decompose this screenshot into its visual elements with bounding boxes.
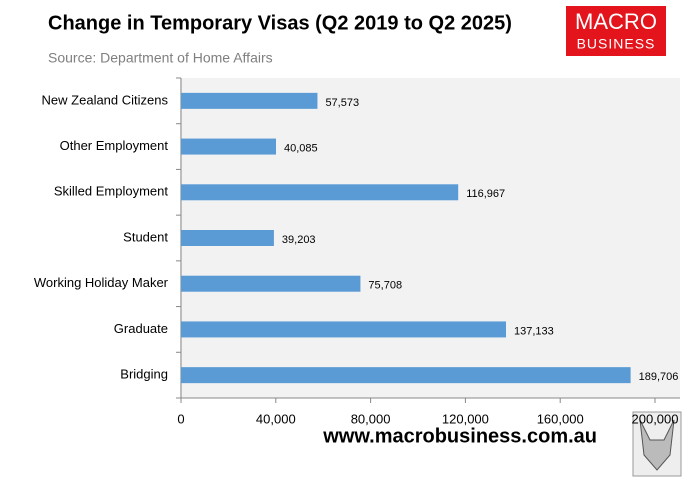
value-label: 40,085 [284, 142, 318, 154]
fox-icon [632, 411, 682, 477]
logo-text: MACRO [575, 9, 657, 34]
value-label: 57,573 [325, 97, 359, 109]
x-tick-label: 200,000 [632, 411, 679, 426]
value-label: 116,967 [466, 188, 505, 200]
value-label: 75,708 [368, 280, 402, 292]
bar [181, 138, 277, 155]
value-label: 137,133 [514, 325, 554, 337]
y-tick-label: Skilled Employment [54, 184, 169, 199]
value-label: 189,706 [639, 371, 679, 383]
y-tick-label: Student [123, 229, 168, 244]
x-tick-label: 0 [177, 411, 184, 426]
bar [181, 321, 507, 338]
bar [181, 367, 631, 384]
logo-text: BUSINESS [577, 36, 656, 52]
x-tick-label: 160,000 [537, 411, 584, 426]
y-tick-label: Bridging [120, 367, 168, 382]
bar [181, 230, 274, 246]
y-tick-label: Graduate [114, 321, 168, 336]
bar [181, 92, 318, 109]
logo-box [566, 6, 666, 56]
chart-title: Change in Temporary Visas (Q2 2019 to Q2… [48, 12, 512, 34]
y-tick-label: New Zealand Citizens [42, 92, 169, 107]
x-tick-label: 80,000 [351, 411, 391, 426]
bar [181, 184, 459, 201]
x-tick-label: 40,000 [256, 411, 296, 426]
y-tick-label: Other Employment [60, 138, 169, 153]
x-tick-label: 120,000 [442, 411, 489, 426]
bar [181, 275, 361, 292]
y-tick-label: Working Holiday Maker [34, 275, 169, 290]
value-label: 39,203 [282, 234, 316, 246]
footer: www.macrobusiness.com.au [322, 425, 597, 447]
chart-subtitle: Source: Department of Home Affairs [48, 50, 273, 66]
